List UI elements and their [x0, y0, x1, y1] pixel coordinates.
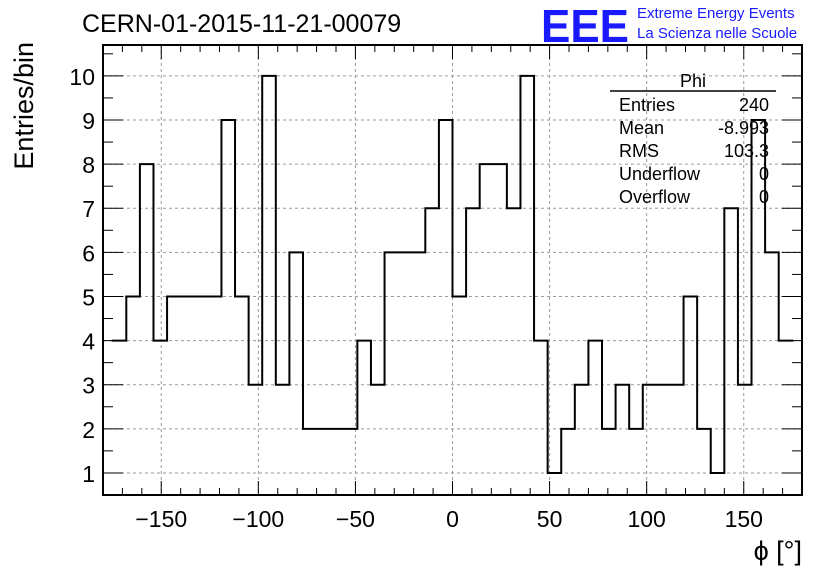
y-tick-label: 6: [82, 240, 95, 266]
histogram-layer: [111, 74, 794, 474]
chart-title: CERN-01-2015-11-21-00079: [82, 10, 401, 38]
stats-row-value: 0: [759, 187, 769, 207]
x-tick-label: −150: [135, 506, 187, 532]
eee-logo-line2: La Scienza nelle Scuole: [637, 25, 797, 42]
y-tick-label: 2: [82, 417, 95, 443]
stats-box: Phi Entries 240 Mean -8.993 RMS 103.3 Underflo…: [610, 71, 776, 207]
stats-row-value: 103.3: [724, 141, 769, 161]
stats-row-label: Entries: [619, 95, 675, 115]
eee-logo-line1: Extreme Energy Events: [637, 5, 795, 22]
y-tick-label: 1: [82, 461, 95, 487]
y-tick-label: 7: [82, 196, 95, 222]
stats-row-value: 240: [739, 95, 769, 115]
y-tick-label: 9: [82, 108, 95, 134]
x-tick-label: 50: [537, 506, 563, 532]
y-axis-label: Entries/bin: [9, 42, 39, 170]
y-tick-label: 5: [82, 284, 95, 310]
y-tick-label: 4: [82, 329, 95, 355]
eee-logo-mark: EEE: [541, 0, 629, 52]
x-tick-label: 150: [725, 506, 763, 532]
y-tick-label: 10: [69, 64, 95, 90]
stats-row-label: RMS: [619, 141, 659, 161]
stats-row-label: Underflow: [619, 164, 701, 184]
histogram-outline: [111, 74, 794, 474]
y-tick-label: 3: [82, 373, 95, 399]
x-tick-label: −50: [336, 506, 375, 532]
stats-row-value: 0: [759, 164, 769, 184]
y-tick-label: 8: [82, 152, 95, 178]
ticks-layer: −150 −100 −50 0 50 100 150 1 2 3 4 5 6 7 8 9 10: [69, 45, 803, 532]
x-axis-label: ϕ [°]: [754, 536, 802, 566]
stats-rows: Entries 240 Mean -8.993 RMS 103.3 Underflow 0 Ov…: [619, 95, 769, 207]
x-tick-label: 100: [627, 506, 665, 532]
plot-frame: [102, 44, 803, 496]
stats-row-label: Mean: [619, 118, 664, 138]
stats-box-title: Phi: [680, 71, 706, 91]
x-tick-label: 0: [446, 506, 459, 532]
stats-row-value: -8.993: [718, 118, 769, 138]
x-tick-label: −100: [232, 506, 284, 532]
eee-logo: EEE Extreme Energy Events La Scienza nel…: [541, 0, 797, 52]
stats-row-label: Overflow: [619, 187, 691, 207]
